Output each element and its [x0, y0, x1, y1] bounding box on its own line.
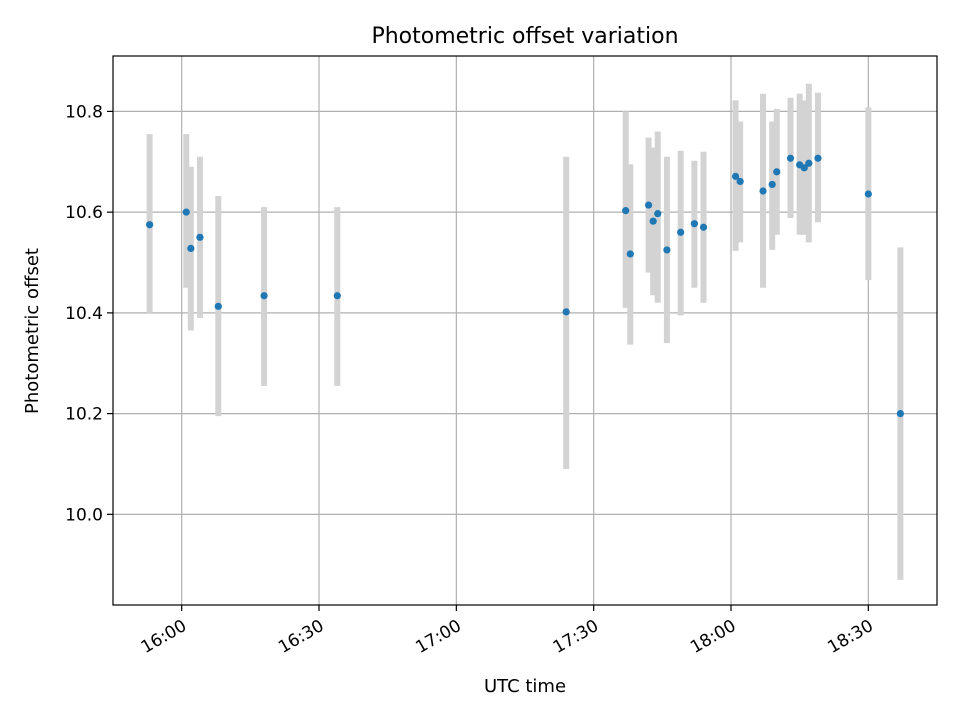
data-point [649, 217, 657, 225]
y-tick-label: 10.2 [65, 405, 103, 425]
y-tick-label: 10.6 [65, 203, 103, 223]
data-point [677, 228, 685, 236]
data-point [773, 168, 781, 176]
data-points [146, 154, 904, 418]
data-point [731, 172, 740, 180]
data-point [182, 208, 190, 216]
data-point [736, 177, 744, 186]
data-point [663, 246, 671, 254]
data-point [699, 223, 708, 231]
data-point [690, 220, 698, 228]
y-axis-label: Photometric offset [22, 248, 43, 414]
data-point [800, 164, 808, 172]
data-point [260, 292, 268, 300]
y-tick-label: 10.0 [65, 505, 103, 525]
y-tick-label: 10.8 [65, 102, 103, 122]
data-point [768, 180, 776, 189]
data-point [814, 154, 822, 162]
data-point [654, 210, 662, 218]
data-point [146, 221, 154, 229]
data-point [759, 187, 767, 195]
data-point [864, 190, 872, 198]
data-point [214, 302, 222, 310]
y-tick-label: 10.4 [65, 304, 103, 324]
plot-frame [112, 55, 938, 606]
data-point [645, 201, 653, 209]
data-point [626, 250, 634, 258]
data-point [786, 154, 795, 162]
data-point [622, 207, 630, 215]
chart-title: Photometric offset variation [371, 24, 678, 49]
data-point [805, 159, 813, 167]
data-point [333, 292, 341, 300]
data-point [187, 244, 195, 253]
data-point [562, 308, 570, 316]
data-point [196, 233, 204, 241]
data-point [896, 410, 904, 418]
x-axis-label: UTC time [484, 676, 566, 697]
